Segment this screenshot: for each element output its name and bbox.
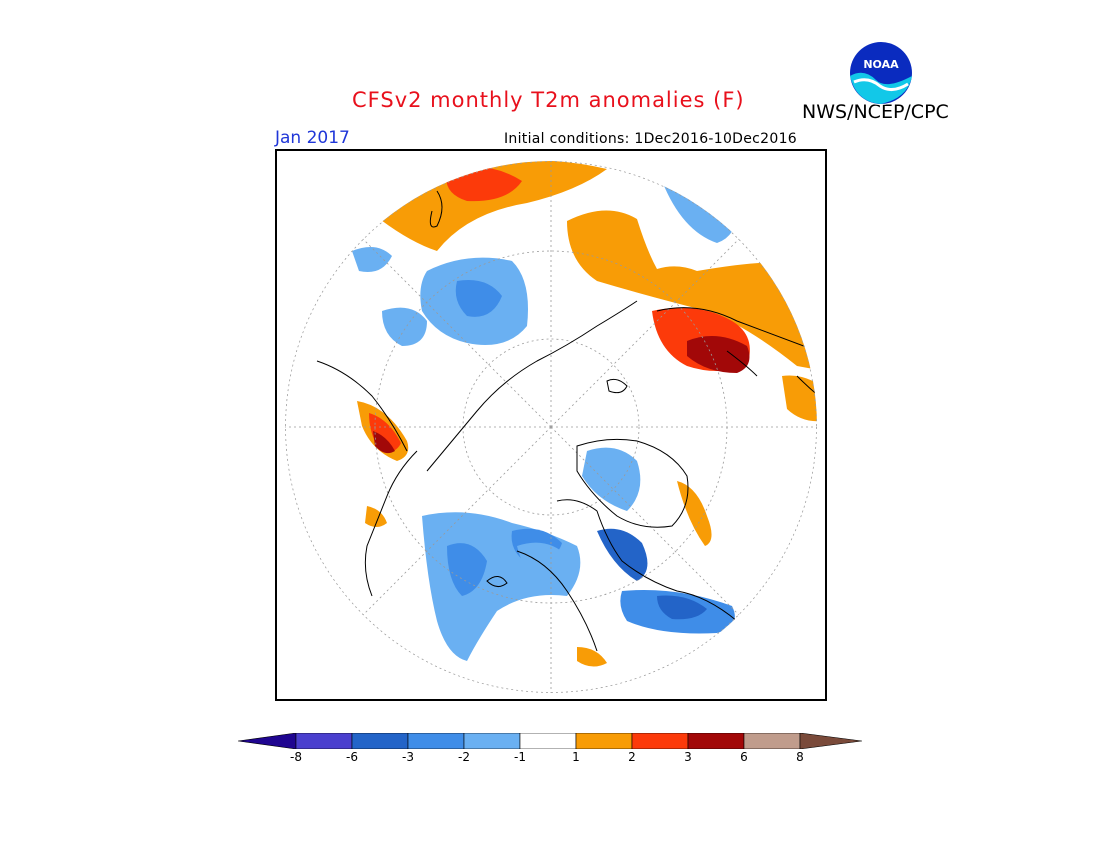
- warm-anomaly-region: [373, 431, 395, 454]
- legend-tick: -2: [458, 750, 470, 764]
- cold-anomaly-region: [517, 542, 567, 581]
- color-scale-legend: [238, 733, 862, 749]
- legend-swatch: [463, 733, 521, 749]
- warm-anomaly-region: [577, 647, 607, 667]
- legend-tick: 2: [628, 750, 636, 764]
- cold-anomaly-region: [657, 595, 707, 620]
- cold-anomaly-region: [447, 543, 487, 596]
- anomaly-field: [285, 161, 817, 693]
- noaa-logo-text: NOAA: [863, 58, 899, 71]
- warm-anomaly-region: [567, 210, 817, 371]
- legend-swatch: [631, 733, 689, 749]
- map-title: CFSv2 monthly T2m anomalies (F): [352, 88, 745, 112]
- warm-anomaly-region: [687, 336, 750, 373]
- coastlines: [316, 190, 817, 652]
- initial-conditions: Initial conditions: 1Dec2016-10Dec2016: [504, 131, 797, 147]
- legend-swatch: [519, 733, 577, 749]
- warm-anomaly-region: [365, 506, 387, 527]
- legend-swatch: [575, 733, 633, 749]
- cold-anomaly-region: [662, 180, 737, 243]
- legend-tick: 8: [796, 750, 804, 764]
- warm-anomaly-region: [782, 375, 817, 422]
- legend-swatch: [743, 733, 801, 749]
- polar-map: [285, 161, 817, 693]
- cold-anomaly-region: [382, 307, 427, 346]
- warm-anomaly-region: [446, 166, 522, 202]
- legend-tick: 3: [684, 750, 692, 764]
- forecast-month: Jan 2017: [275, 128, 350, 148]
- legend-swatch: [407, 733, 465, 749]
- legend-swatch: [295, 733, 353, 749]
- legend-tick: -3: [402, 750, 414, 764]
- legend-arrow-low: [238, 733, 297, 749]
- cold-anomaly-region: [582, 447, 641, 511]
- warm-anomaly-region: [677, 481, 712, 546]
- agency-label: NWS/NCEP/CPC: [802, 101, 949, 123]
- legend-tick: 6: [740, 750, 748, 764]
- legend-tick: -8: [290, 750, 302, 764]
- map-panel: [275, 149, 827, 701]
- legend-arrow-high: [799, 733, 862, 749]
- legend-swatch: [351, 733, 409, 749]
- cold-anomaly-region: [352, 247, 392, 272]
- legend-tick: -6: [346, 750, 358, 764]
- cold-anomaly-region: [455, 280, 502, 317]
- legend-tick: 1: [572, 750, 580, 764]
- legend-tick: -1: [514, 750, 526, 764]
- legend-swatch: [687, 733, 745, 749]
- graticule: [285, 161, 817, 693]
- noaa-logo-icon: NOAA: [849, 41, 913, 105]
